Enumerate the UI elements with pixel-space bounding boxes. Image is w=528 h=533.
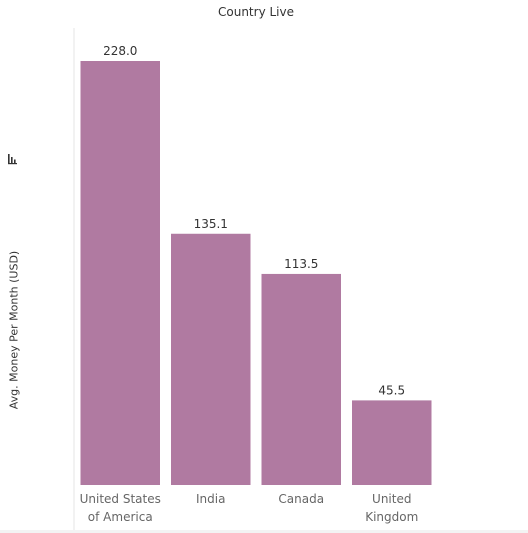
x-tick-label: Canada	[278, 492, 324, 506]
x-tick-label: Kingdom	[365, 510, 418, 524]
data-label: 113.5	[284, 257, 318, 271]
data-label: 228.0	[103, 44, 137, 58]
x-tick-label: United	[372, 492, 411, 506]
bar[interactable]	[352, 400, 432, 485]
sort-descending-icon[interactable]	[7, 153, 19, 165]
footer-strip	[0, 530, 528, 533]
data-label: 135.1	[194, 217, 228, 231]
chart-title: Country Live	[218, 5, 294, 19]
bar[interactable]	[80, 61, 161, 485]
x-tick-label: India	[196, 492, 225, 506]
data-label: 45.5	[378, 383, 405, 397]
x-tick-label: of America	[88, 510, 153, 524]
bar[interactable]	[171, 233, 251, 485]
x-tick-label: United States	[80, 492, 161, 506]
bar[interactable]	[261, 273, 342, 485]
